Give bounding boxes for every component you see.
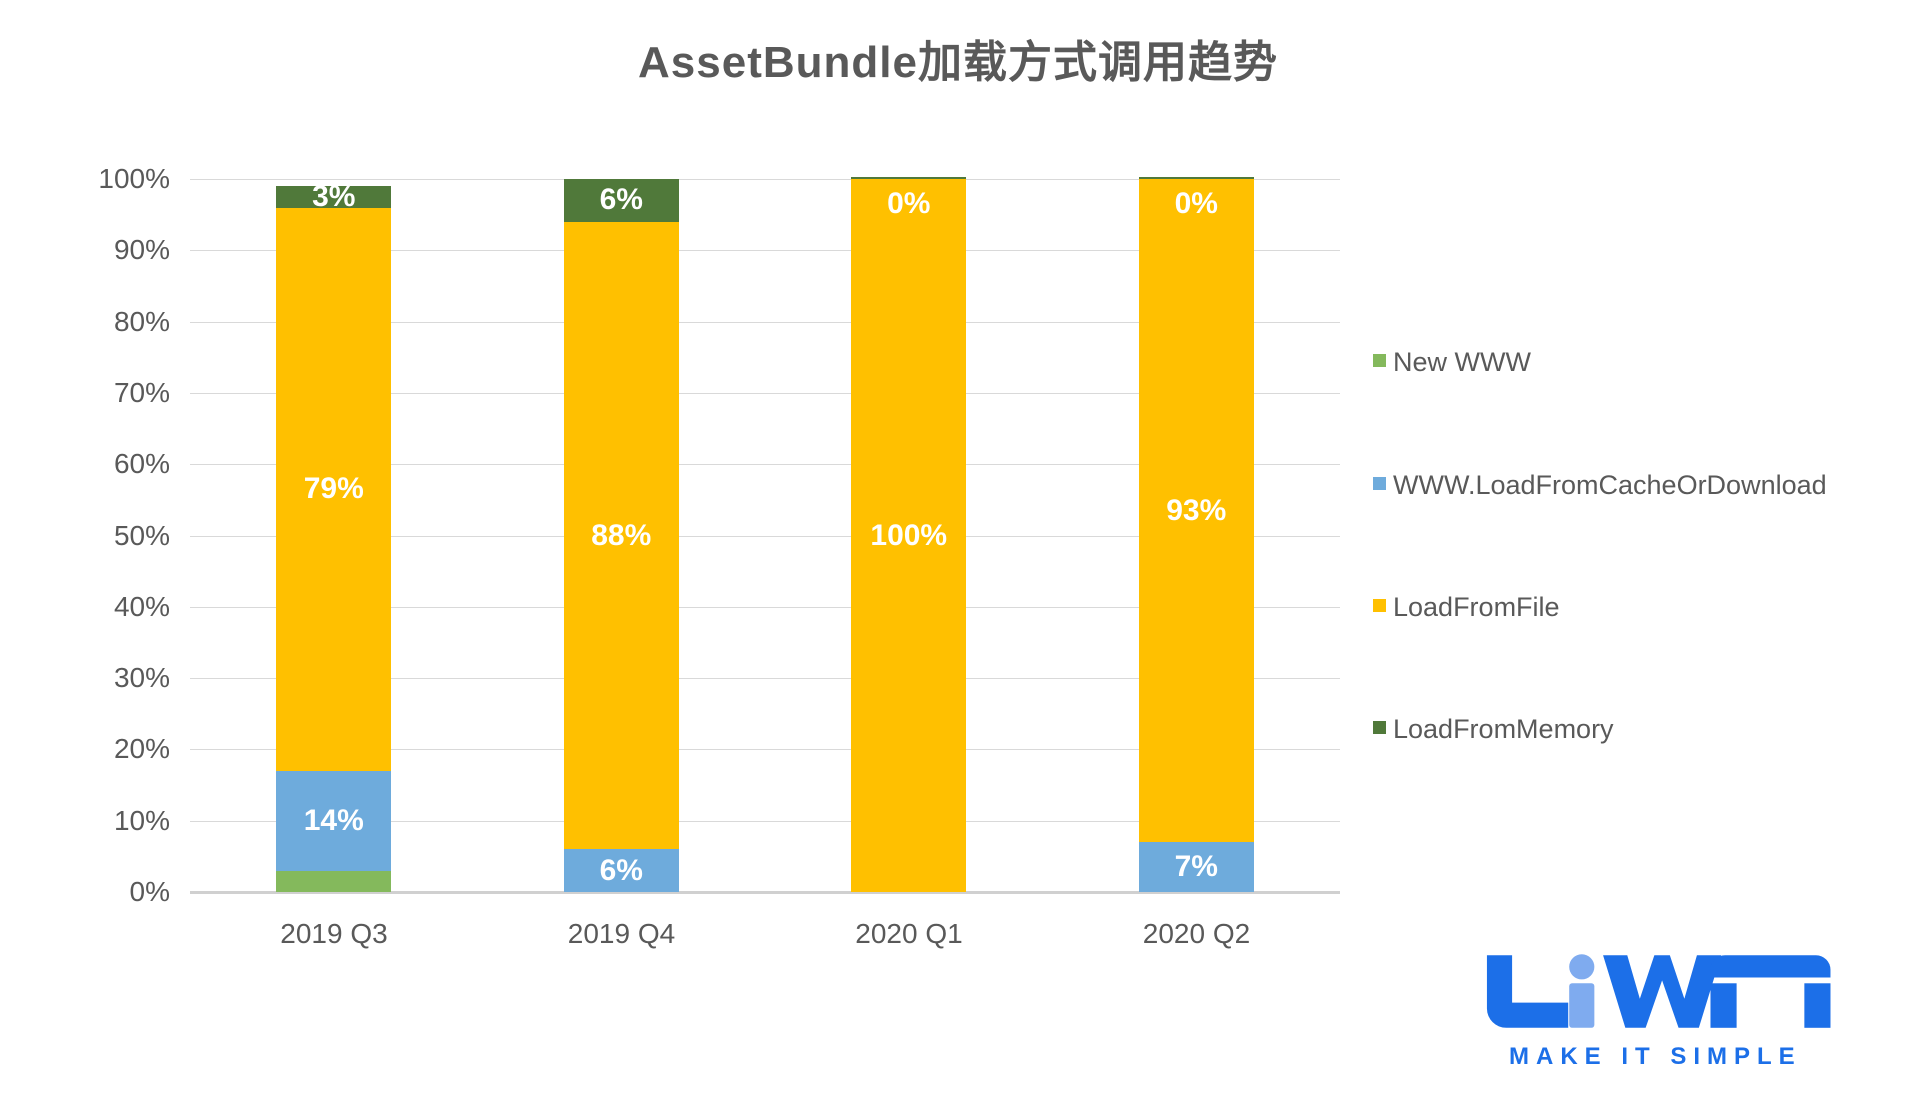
gridline xyxy=(190,678,1340,680)
legend-label: New WWW xyxy=(1393,347,1531,377)
gridline xyxy=(190,250,1340,252)
bar-value-label: 0% xyxy=(1174,187,1218,220)
x-category-label: 2019 Q3 xyxy=(280,918,388,949)
gridline xyxy=(190,606,1340,608)
y-tick-label: 80% xyxy=(113,305,170,337)
y-tick-label: 60% xyxy=(113,448,170,480)
x-category-label: 2020 Q2 xyxy=(1142,918,1251,949)
bar-value-label: 100% xyxy=(870,518,948,552)
bar-segment-cache xyxy=(276,770,392,871)
gridline xyxy=(190,179,1340,180)
bar-segment-new_www xyxy=(276,870,392,892)
legend-label: WWW.LoadFromCacheOrDownload xyxy=(1393,470,1827,500)
bar-segment-cache xyxy=(563,849,679,892)
bar-value-label: 0% xyxy=(887,187,931,220)
brand-logo: MAKE IT SIMPLE xyxy=(1485,954,1865,1071)
gridline xyxy=(190,891,1340,894)
bar-segment-memory xyxy=(563,179,679,222)
bar-segment-memory xyxy=(851,176,967,179)
plot-area xyxy=(190,179,1340,894)
legend-item: WWW.LoadFromCacheOrDownload xyxy=(1373,468,1827,503)
liwa-logo-icon xyxy=(1486,954,1831,1028)
gridline xyxy=(190,321,1340,323)
y-tick-label: 0% xyxy=(129,876,170,907)
legend-label: LoadFromFile xyxy=(1393,592,1560,622)
bar-value-label: 7% xyxy=(1174,850,1218,884)
bar-segment-file xyxy=(276,207,392,771)
bar-segment-cache xyxy=(1138,842,1254,892)
logo-tagline: MAKE IT SIMPLE xyxy=(1509,1043,1802,1070)
legend-swatch-new_www xyxy=(1373,354,1386,367)
y-tick-label: 90% xyxy=(113,234,170,266)
bar-segment-memory xyxy=(276,186,392,208)
legend-item: LoadFromFile xyxy=(1373,590,1560,625)
y-tick-label: 30% xyxy=(113,662,170,694)
bar-segment-memory xyxy=(1138,176,1254,179)
y-tick-label: 10% xyxy=(113,804,170,836)
y-tick-label: 20% xyxy=(113,733,170,765)
gridline xyxy=(190,535,1340,537)
legend-item: New WWW xyxy=(1373,345,1531,380)
gridline xyxy=(190,464,1340,466)
bar-value-label: 3% xyxy=(312,179,356,213)
gridline xyxy=(190,820,1340,822)
bar-segment-file xyxy=(851,179,967,892)
bar-value-label: 6% xyxy=(599,853,643,887)
bar-value-label: 14% xyxy=(303,803,364,837)
gridline xyxy=(190,749,1340,751)
legend-item: LoadFromMemory xyxy=(1373,712,1614,747)
y-tick-label: 100% xyxy=(98,163,170,194)
bar-value-label: 93% xyxy=(1166,493,1227,527)
bar-value-label: 88% xyxy=(591,518,652,552)
y-tick-label: 70% xyxy=(113,376,170,408)
legend-swatch-memory xyxy=(1373,721,1386,734)
bar-segment-file xyxy=(563,221,679,850)
bar-value-label: 6% xyxy=(599,183,643,217)
x-category-label: 2019 Q4 xyxy=(567,918,676,949)
legend-label: LoadFromMemory xyxy=(1393,714,1614,744)
gridline xyxy=(190,392,1340,394)
bar-segment-file xyxy=(1138,179,1254,843)
y-tick-label: 50% xyxy=(113,519,170,551)
chart-title: AssetBundle加载方式调用趋势 xyxy=(638,38,1278,87)
legend-swatch-file xyxy=(1373,599,1386,612)
legend-swatch-cache xyxy=(1373,477,1386,490)
y-tick-label: 40% xyxy=(113,590,170,622)
x-category-label: 2020 Q1 xyxy=(855,918,963,949)
bar-value-label: 79% xyxy=(303,472,364,506)
